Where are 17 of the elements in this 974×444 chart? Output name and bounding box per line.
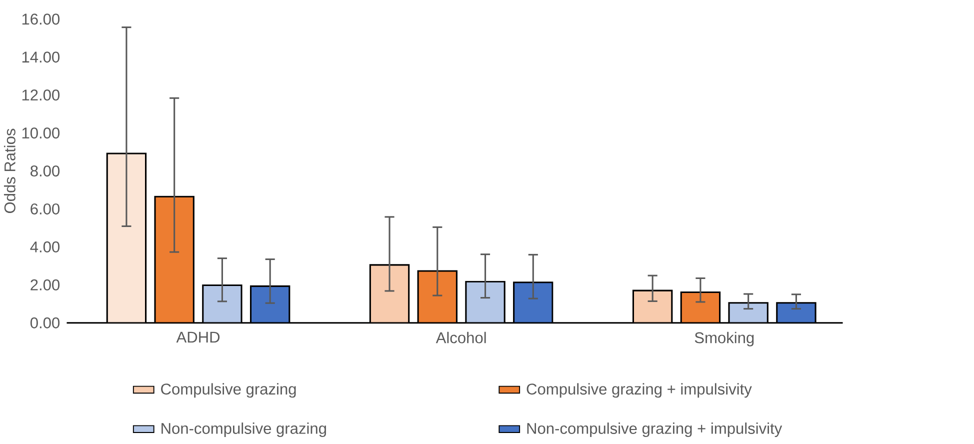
legend-label: Non-compulsive grazing (162, 422, 326, 438)
y-tick-label: 4.00 (30, 241, 60, 252)
y-tick-label: 10.00 (22, 128, 60, 139)
y-tick-label: 8.00 (30, 166, 60, 177)
y-tick-label: 0.00 (30, 317, 60, 328)
y-tick-label: 2.00 (30, 279, 60, 290)
legend-label: Compulsive grazing (161, 383, 296, 398)
y-tick-label: 14.00 (22, 52, 60, 63)
y-tick-label: 12.00 (22, 90, 60, 101)
x-tick-label: ADHD (176, 332, 220, 343)
legend-label: Non-compulsive grazing + impulsivity (527, 422, 782, 438)
x-tick-label: Smoking (694, 332, 754, 346)
y-tick-label: 6.00 (30, 203, 60, 214)
x-tick-label: Alcohol (436, 332, 486, 344)
y-tick-label: 16.00 (22, 14, 60, 25)
y-axis-title: Odds Ratios (4, 128, 16, 214)
legend-label: Compulsive grazing + impulsivity (526, 383, 752, 398)
